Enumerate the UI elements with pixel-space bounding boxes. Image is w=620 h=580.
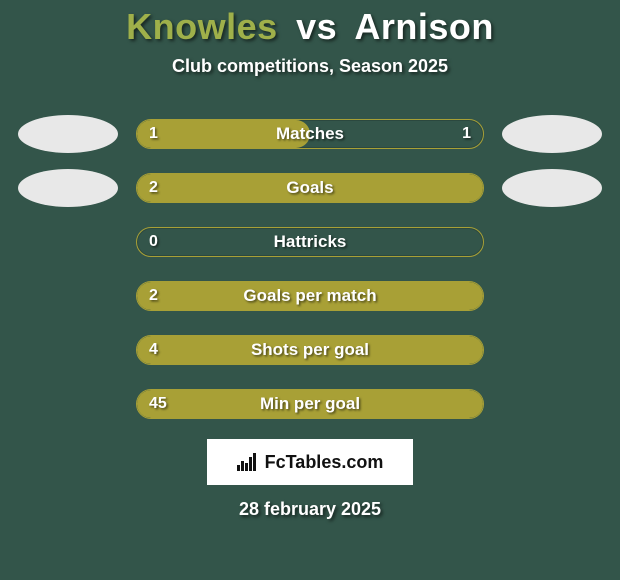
footer-date: 28 february 2025 [239,499,381,520]
stat-row: 45Min per goal [0,385,620,423]
footer-logo-text: FcTables.com [265,452,384,473]
stat-bar: 4Shots per goal [136,335,484,365]
page-title: Knowles vs Arnison [126,6,494,48]
stat-bar: 2Goals [136,173,484,203]
stat-label: Goals [137,174,483,202]
player2-badge [502,169,602,207]
player2-badge [502,115,602,153]
comparison-card: Knowles vs Arnison Club competitions, Se… [0,0,620,580]
spacer [18,385,118,423]
spacer [18,277,118,315]
stat-bar: 45Min per goal [136,389,484,419]
spacer [502,277,602,315]
spacer [18,223,118,261]
spacer [502,385,602,423]
subtitle: Club competitions, Season 2025 [172,56,448,77]
stat-row: 4Shots per goal [0,331,620,369]
stat-label: Min per goal [137,390,483,418]
stat-label: Goals per match [137,282,483,310]
spacer [502,331,602,369]
stat-label: Shots per goal [137,336,483,364]
stat-row: 1Matches1 [0,115,620,153]
stat-row: 2Goals [0,169,620,207]
stat-row: 2Goals per match [0,277,620,315]
title-player2: Arnison [354,6,494,47]
title-vs: vs [296,6,337,47]
stat-right-value: 1 [462,120,471,148]
player1-badge [18,115,118,153]
stat-row: 0Hattricks [0,223,620,261]
stat-bar: 1Matches1 [136,119,484,149]
spacer [502,223,602,261]
stat-bar: 0Hattricks [136,227,484,257]
footer-logo: FcTables.com [207,439,413,485]
stats-list: 1Matches1 2Goals 0Hattricks 2Goals per matc… [0,115,620,423]
stat-bar: 2Goals per match [136,281,484,311]
stat-label: Hattricks [137,228,483,256]
title-player1: Knowles [126,6,278,47]
stat-label: Matches [137,120,483,148]
bars-icon [237,453,259,471]
spacer [18,331,118,369]
player1-badge [18,169,118,207]
